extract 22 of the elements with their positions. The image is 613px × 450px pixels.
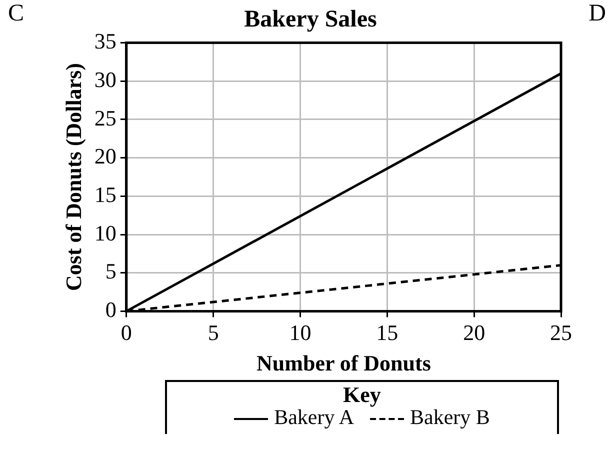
y-tick-label: 25: [94, 105, 116, 130]
y-tick-label: 35: [94, 28, 116, 54]
legend-label: Bakery A: [274, 405, 354, 429]
x-tick-label: 10: [289, 320, 312, 346]
y-tick-label: 15: [94, 182, 116, 207]
x-tick-label: 0: [120, 320, 132, 346]
y-tick-label: 5: [105, 258, 116, 284]
text: D: [588, 0, 606, 26]
x-axis-title: Number of Donuts: [256, 350, 432, 376]
chart-title: Bakery Sales: [244, 6, 377, 33]
x-tick-label: 15: [376, 320, 398, 346]
y-tick-label: 20: [94, 144, 116, 169]
x-tick-label: 5: [208, 320, 219, 346]
x-tick-label: 20: [463, 320, 486, 346]
legend-title: Key: [342, 382, 382, 407]
y-tick-label: 10: [94, 220, 116, 246]
y-tick-label: 0: [105, 296, 116, 322]
x-tick-label: 25: [550, 320, 572, 346]
legend-label: Bakery B: [410, 405, 490, 429]
text: C: [8, 0, 24, 26]
y-axis-title: Cost of Donuts (Dollars): [60, 63, 86, 291]
y-tick-label: 30: [94, 66, 116, 92]
